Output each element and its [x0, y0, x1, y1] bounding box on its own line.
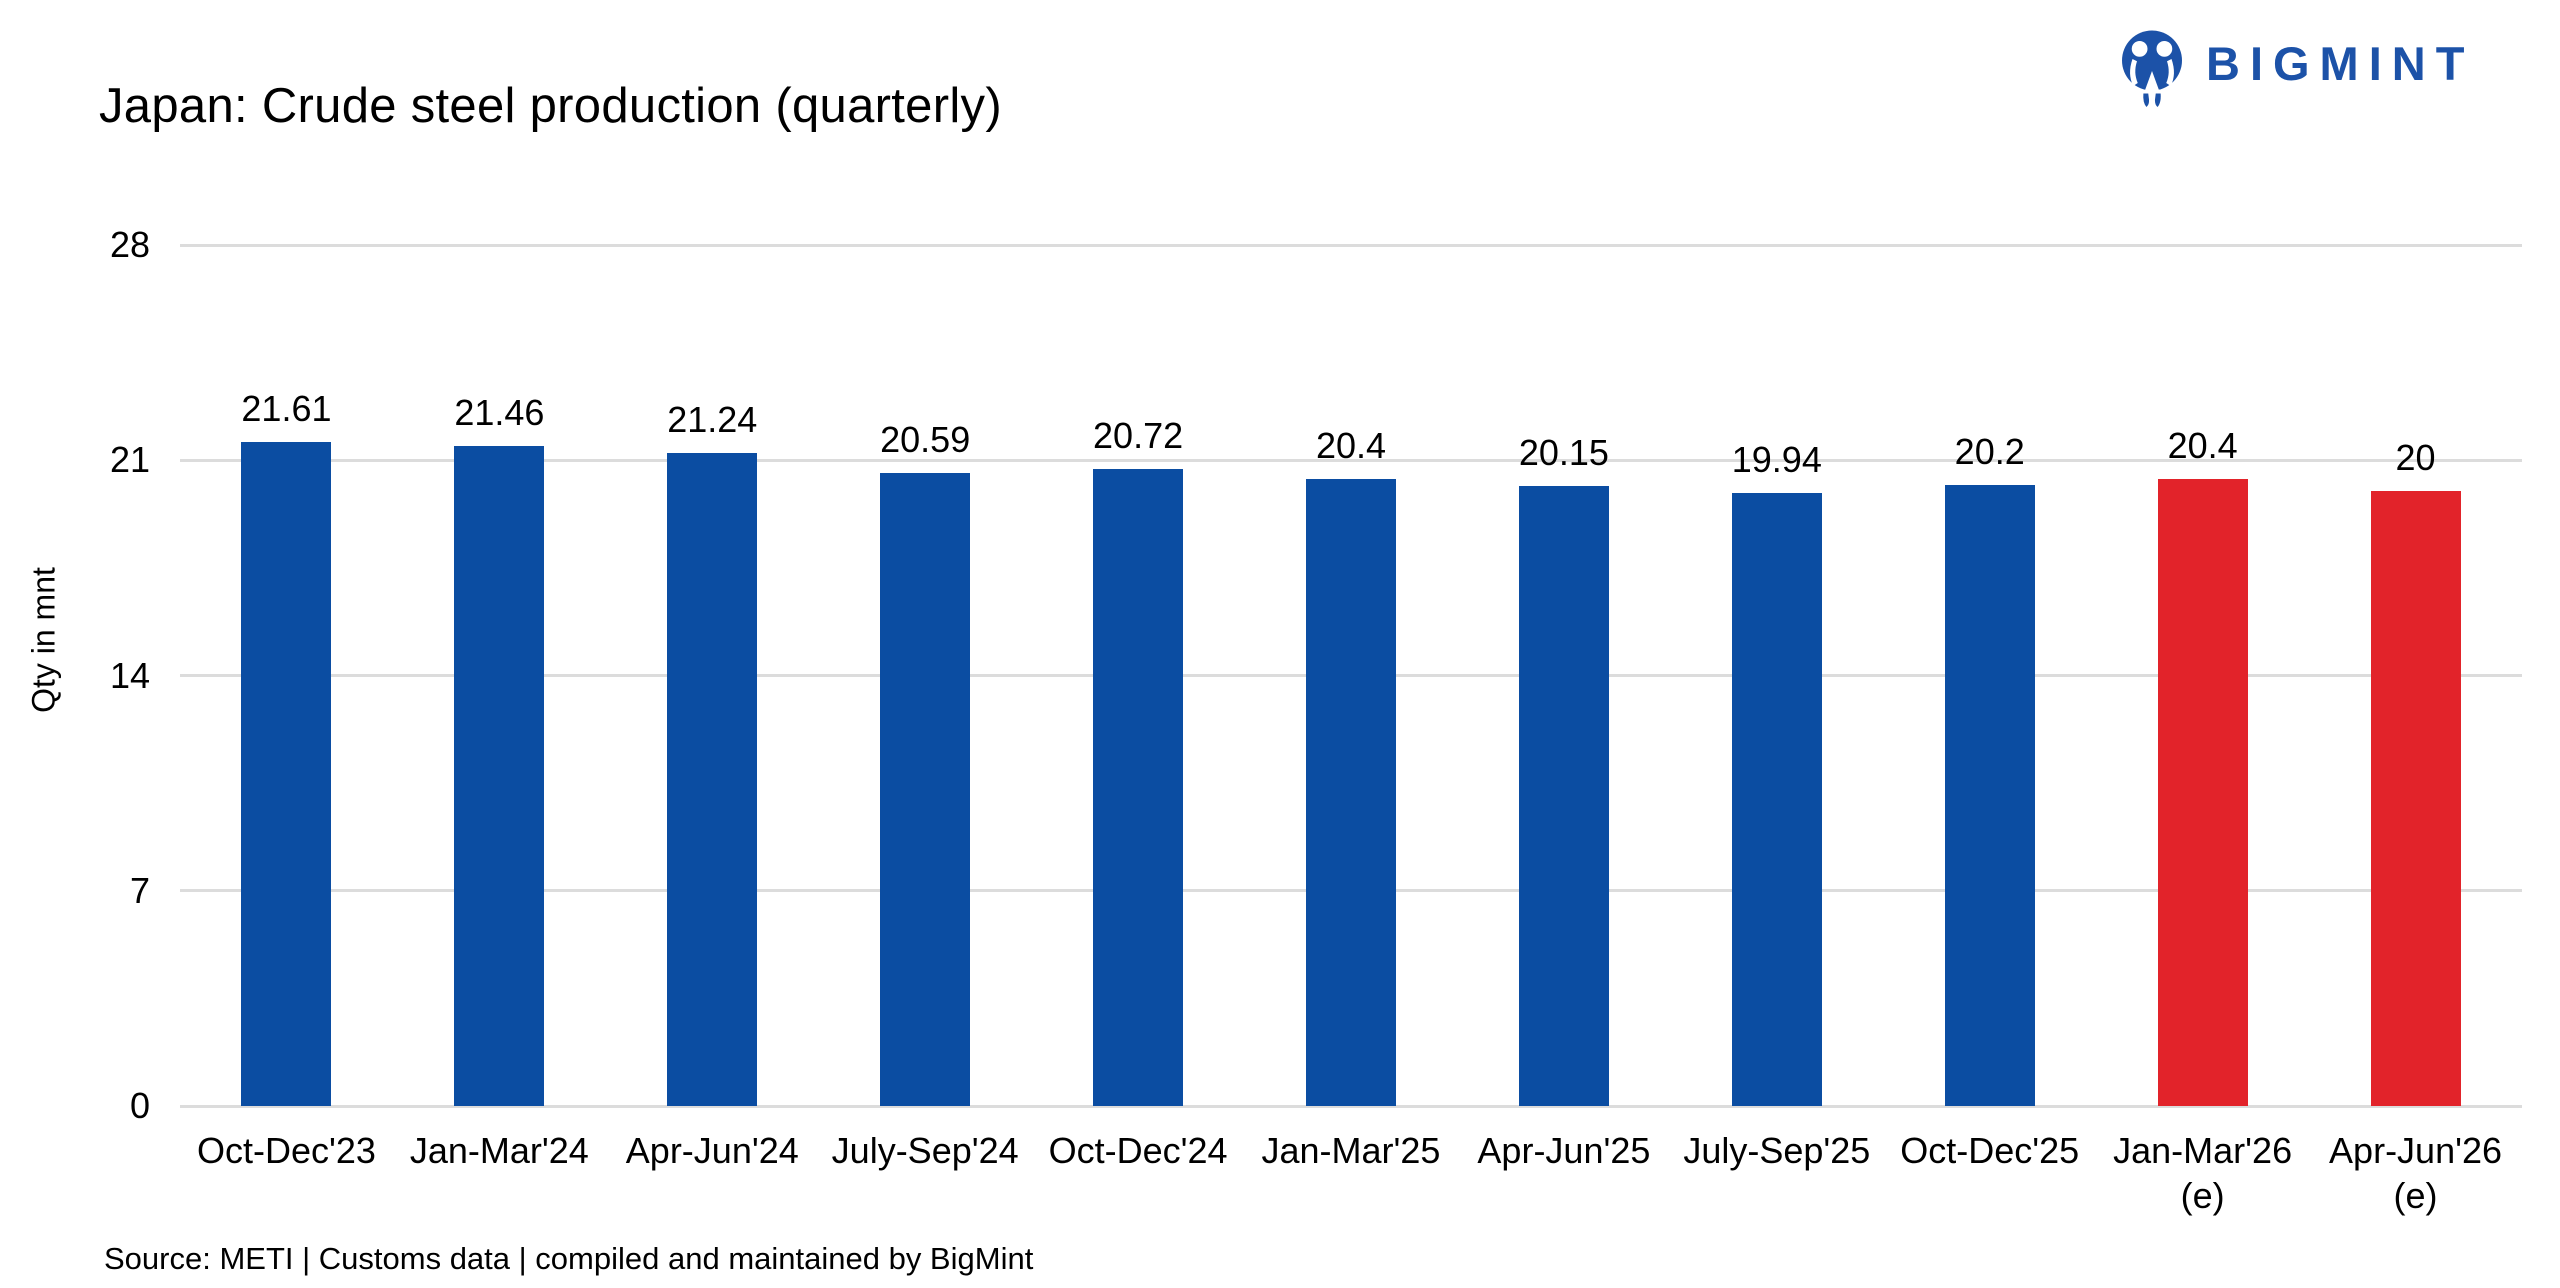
bar — [1731, 492, 1822, 1106]
bar — [2157, 478, 2248, 1106]
gridline — [180, 243, 2522, 247]
x-tick-label: Jan-Mar'24 — [409, 1130, 589, 1171]
bar — [1093, 468, 1184, 1106]
x-tick-label: Jan-Mar'25 — [1261, 1130, 1441, 1171]
bar-value-label: 19.94 — [1731, 438, 1822, 480]
bigmint-logo-icon — [2122, 30, 2182, 107]
y-tick-label: 28 — [109, 224, 150, 265]
bar-value-label: 20.4 — [1315, 424, 1387, 466]
x-tick-label: July-Sep'25 — [1683, 1130, 1871, 1171]
bigmint-logo: BIGMINT — [2114, 26, 2474, 110]
bar — [2370, 491, 2461, 1106]
y-tick-label: 0 — [129, 1085, 150, 1126]
bar-value-label: 20.2 — [1954, 430, 2025, 472]
bar-value-label: 20.4 — [2167, 424, 2238, 466]
x-tick-label: Apr-Jun'24 — [625, 1130, 799, 1171]
bar — [880, 472, 971, 1106]
bar — [454, 446, 545, 1106]
x-tick-label: Apr-Jun'26 (e) — [2329, 1130, 2503, 1216]
bar — [667, 452, 758, 1106]
bar — [1306, 478, 1396, 1106]
y-tick-label: 14 — [109, 654, 150, 696]
x-tick-label: July-Sep'24 — [831, 1130, 1019, 1171]
gridline — [180, 1104, 2522, 1108]
chart-title: Japan: Crude steel production (quarterly… — [99, 79, 1002, 133]
y-tick-label: 7 — [129, 869, 150, 911]
x-tick-label: Oct-Dec'24 — [1048, 1130, 1228, 1171]
gridline — [180, 458, 2522, 462]
bar-value-label: 20.59 — [880, 418, 971, 460]
bar — [1944, 484, 2035, 1106]
bar-value-label: 20 — [2395, 437, 2436, 478]
source-note: Source: METI | Customs data | compiled a… — [104, 1241, 1034, 1276]
x-tick-label: Apr-Jun'25 — [1477, 1130, 1651, 1171]
y-tick-label: 21 — [109, 439, 150, 481]
x-tick-label: Oct-Dec'23 — [196, 1130, 376, 1171]
x-tick-label: Jan-Mar'26 (e) — [2113, 1130, 2293, 1216]
bar — [241, 441, 332, 1106]
x-tick-label: Oct-Dec'25 — [1900, 1130, 2080, 1171]
bar-value-label: 20.72 — [1093, 414, 1184, 456]
bigmint-logo-text: BIGMINT — [2206, 37, 2475, 90]
bar-value-label: 21.61 — [241, 387, 332, 429]
bar — [1518, 486, 1609, 1106]
bar-value-label: 21.46 — [454, 392, 545, 434]
plot-area: 0 7 14 21 28 21.61 Oct-Dec'23 21.46 Jan-Mar'24 21… — [110, 225, 2522, 1216]
bar-value-label: 20.15 — [1518, 432, 1609, 474]
bar-value-label: 21.24 — [667, 398, 758, 440]
